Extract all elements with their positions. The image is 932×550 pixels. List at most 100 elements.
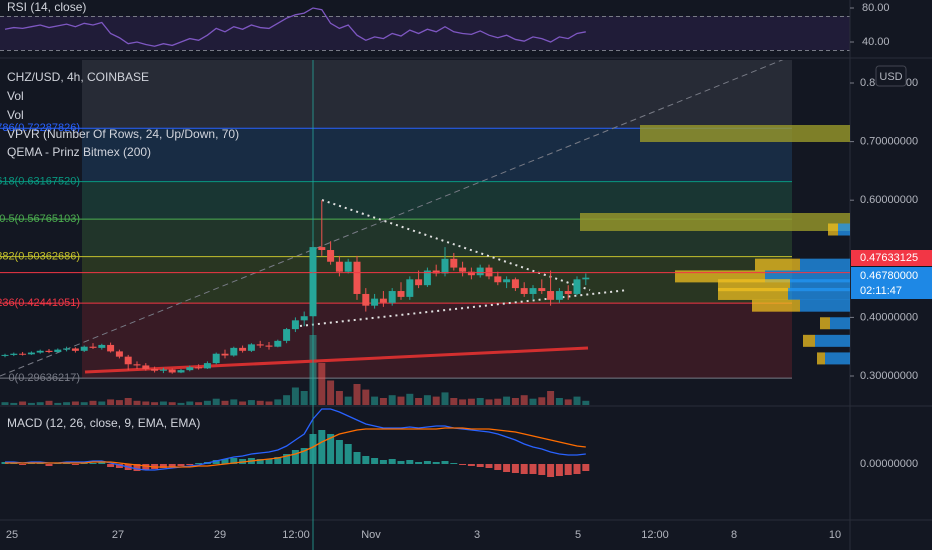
candle-body [115, 351, 123, 357]
candle-body [107, 344, 115, 352]
candle-body [485, 267, 493, 277]
rsi-title: RSI (14, close) [7, 0, 86, 14]
candle-body [203, 363, 211, 369]
candle-body [1, 354, 9, 356]
volume-bar [555, 398, 563, 405]
fib-label: 382(0.50362686) [0, 251, 80, 263]
volume-bar [98, 401, 106, 405]
macd-hist [564, 464, 572, 475]
volume-bar [151, 402, 159, 405]
macd-hist [98, 462, 106, 464]
candle-body [221, 353, 229, 356]
macd-hist [309, 434, 317, 464]
volume-bar [10, 402, 18, 405]
candle-body [335, 261, 343, 272]
macd-hist [538, 464, 546, 475]
volume-bar [300, 391, 308, 405]
price-tick-label: 0.60000000 [860, 194, 918, 206]
macd-hist [177, 464, 185, 466]
macd-hist [388, 459, 396, 464]
currency-button[interactable] [875, 65, 907, 87]
volume-bar [256, 400, 264, 405]
candle-body [529, 288, 537, 294]
volume-bar [406, 393, 414, 405]
macd-hist [291, 450, 299, 464]
volume-bar [441, 392, 449, 405]
candle-body [256, 344, 264, 346]
volume-bar [520, 395, 528, 405]
volume-bar [45, 400, 53, 405]
candle-body [362, 293, 370, 306]
candle-body [441, 258, 449, 274]
macd-hist [485, 464, 493, 468]
candle-body [573, 279, 581, 294]
candle-body [27, 352, 35, 355]
volume-bar [344, 396, 352, 405]
volume-bar [186, 401, 194, 405]
macd-hist [450, 463, 458, 464]
volume-bar [115, 400, 123, 405]
price-pane: 0(0.29636217) 236(0.42441051) 382(0.503626… [0, 60, 850, 405]
candle-body [406, 279, 414, 297]
macd-hist [441, 461, 449, 464]
time-label: 12:00 [282, 529, 310, 541]
macd-hist [19, 464, 27, 465]
macd-hist [573, 464, 581, 474]
vpvr-up [788, 287, 850, 300]
candle-body [151, 368, 159, 371]
candle-body [459, 267, 467, 272]
candle-body [318, 247, 326, 251]
candle-body [80, 346, 88, 351]
volume-bar [335, 391, 343, 405]
vpvr-down [828, 223, 838, 236]
macd-hist [71, 464, 79, 465]
macd-hist [555, 464, 563, 476]
candle-body [494, 276, 502, 283]
volume-bar [432, 396, 440, 405]
candle-body [397, 291, 405, 297]
time-label: 5 [575, 529, 581, 541]
candle-body [195, 367, 203, 369]
candle-body [388, 291, 396, 303]
macd-hist [406, 460, 414, 464]
macd-hist [335, 440, 343, 464]
indicator: VPVR (Number Of Rows, 24, Up/Down, 70) [7, 127, 239, 141]
vpvr-up [830, 317, 850, 330]
candle-body [247, 344, 255, 351]
candle-body [432, 270, 440, 274]
currency[interactable]: USD [879, 71, 902, 83]
time-label: 12:00 [641, 529, 669, 541]
candle-body [450, 258, 458, 268]
volume-bar [503, 396, 511, 405]
macd-tick-label: 0.00000000 [860, 458, 918, 470]
volume-bar [177, 402, 185, 405]
time-label: 29 [214, 529, 226, 541]
candle-body [168, 369, 176, 373]
macd-hist [529, 464, 537, 474]
macd-hist [221, 459, 229, 464]
vpvr-down [820, 317, 830, 330]
vpvr-down [817, 352, 825, 365]
vpvr-down [755, 258, 800, 271]
price-tick-label: 0.70000000 [860, 136, 918, 148]
macd-hist [274, 457, 282, 464]
macd-title: MACD (12, 26, close, 9, EMA, EMA) [7, 416, 200, 430]
volume-bar [203, 400, 211, 405]
volume-bar [353, 384, 361, 405]
macd-hist [230, 458, 238, 464]
macd-hist [379, 460, 387, 464]
volume-bar [133, 400, 141, 405]
macd-hist [168, 464, 176, 467]
macd-hist [371, 458, 379, 464]
candle-body [291, 320, 299, 330]
macd-hist [397, 461, 405, 464]
macd-hist [133, 464, 141, 471]
macd-line [5, 408, 586, 471]
rsi-tick-label: 80.00 [862, 2, 890, 14]
candle-body [274, 340, 282, 347]
time-label: 27 [112, 529, 124, 541]
volume-bar [415, 398, 423, 405]
volume-bar [397, 396, 405, 405]
candle-body [63, 348, 71, 350]
fib-label: 618(0.63167520) [0, 176, 80, 188]
